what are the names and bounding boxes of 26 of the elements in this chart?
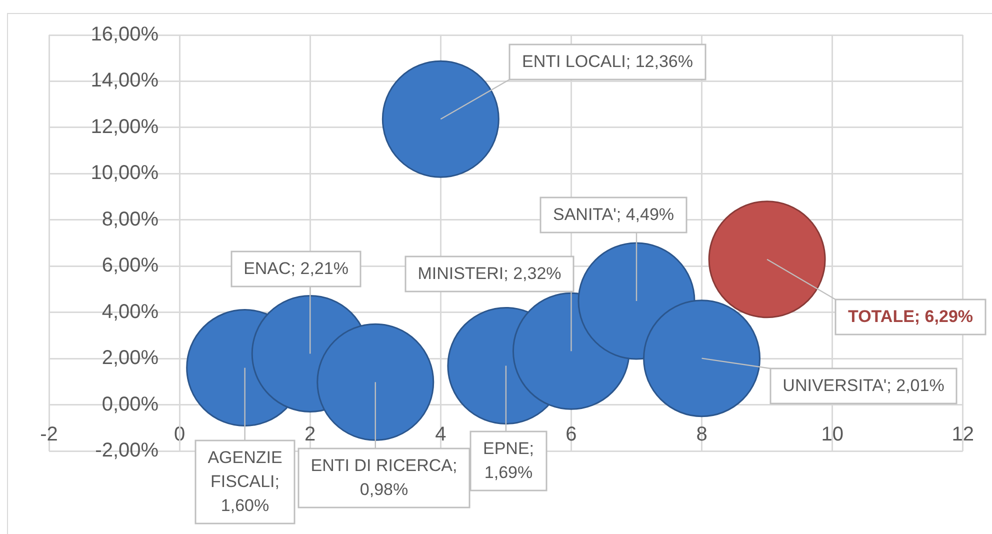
x-tick-label: 2 [304,423,316,446]
data-label: AGENZIE FISCALI; 1,60% [208,448,282,516]
data-label: SANITA'; 4,49% [552,205,674,224]
data-label: ENTI DI RICERCA; 0,98% [310,456,458,500]
x-tick-label: 6 [566,423,577,446]
y-tick-label: 2,00% [102,347,159,370]
x-tick-label: -2 [40,423,58,446]
x-tick-label: 8 [696,423,708,446]
data-label: UNIVERSITA'; 2,01% [782,376,944,396]
data-label: TOTALE; 6,29% [848,307,974,326]
y-tick-label: 12,00% [90,116,159,138]
x-tick-label: 4 [435,423,446,446]
y-tick-label: 6,00% [102,254,159,277]
y-tick-label: 10,00% [90,162,159,184]
y-tick-label: 16,00% [90,24,159,46]
data-label: EPNE; 1,69% [482,439,534,482]
data-label: ENAC; 2,21% [244,259,348,278]
y-tick-label: 0,00% [102,393,159,416]
data-label: ENTI LOCALI; 12,36% [522,52,694,72]
x-tick-label: 10 [821,423,844,446]
y-tick-label: 14,00% [90,70,159,92]
y-tick-label: -2,00% [95,440,159,462]
y-tick-label: 4,00% [102,300,159,323]
x-tick-label: 12 [952,423,974,446]
data-label: MINISTERI; 2,32% [418,264,562,284]
y-tick-label: 8,00% [102,208,159,230]
